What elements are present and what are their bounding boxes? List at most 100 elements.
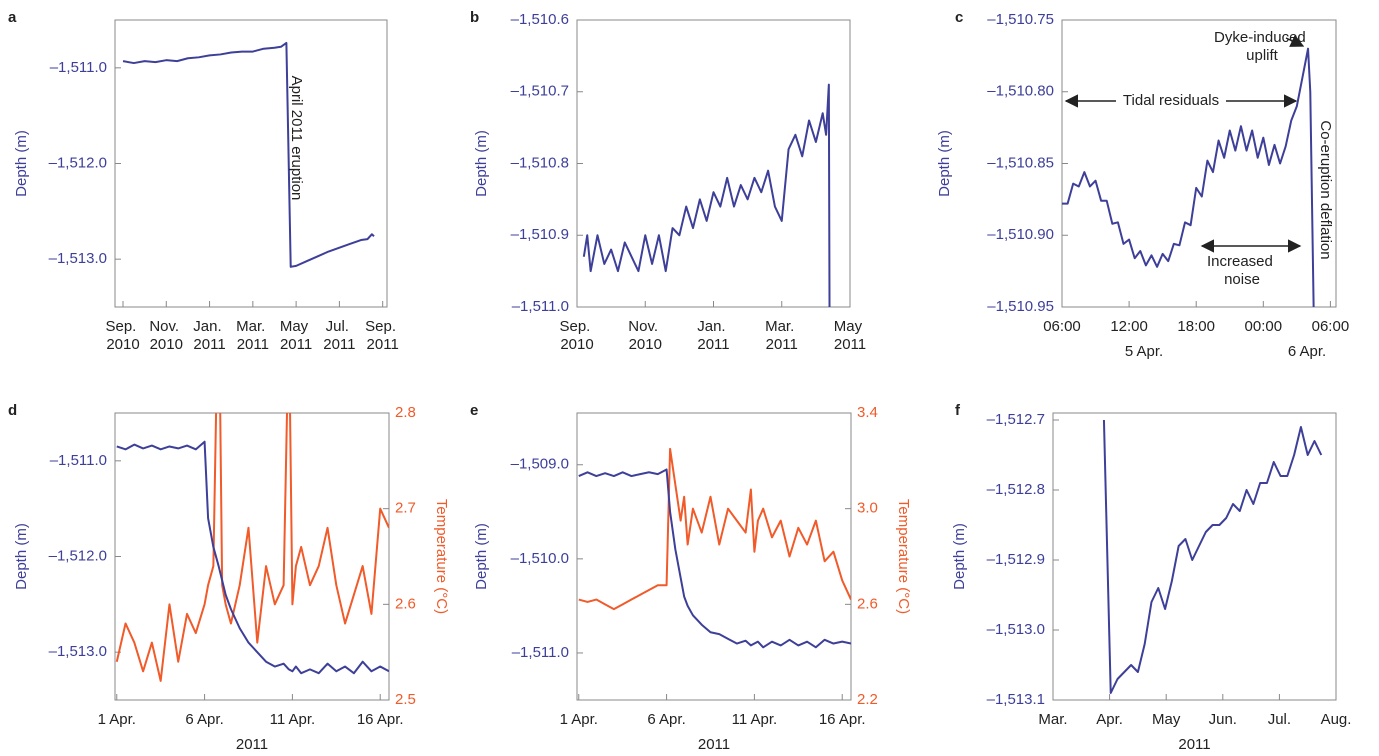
annotation: Co-eruption deflation xyxy=(1317,120,1334,259)
annotation: Increased noise xyxy=(1207,253,1277,288)
x-tick-label: 16 Apr. xyxy=(357,711,404,728)
data-line xyxy=(115,413,389,682)
panel: f –1,512.7 –1,512.8 –1,512.9 –1,513.0 –1,513.… xyxy=(951,402,1351,753)
x-tick-label: 6 Apr. xyxy=(647,711,685,728)
y-tick-label: –1,512.8 xyxy=(987,481,1045,498)
y2-tick-label: 3.0 xyxy=(857,500,878,517)
y-tick-label: –1,510.0 xyxy=(511,550,569,567)
panel-letter: f xyxy=(955,402,961,419)
x-tick-label: Jan. 2011 xyxy=(193,318,226,353)
panel-letter: a xyxy=(8,9,17,26)
y-tick-label: –1,511.0 xyxy=(512,298,569,315)
y-tick-label: –1,510.85 xyxy=(987,154,1054,171)
x-tick-label: Mar. 2011 xyxy=(765,318,798,353)
x-tick-label: Sep. 2010 xyxy=(559,318,594,353)
x-tick-label: Mar. xyxy=(1038,711,1067,728)
y2-tick-label: 2.8 xyxy=(395,404,416,421)
panel-letter: d xyxy=(8,402,17,419)
y-axis-title: Depth (m) xyxy=(13,130,30,197)
y-tick-label: –1,512.0 xyxy=(49,154,107,171)
plot-frame xyxy=(114,19,388,308)
panel: e –1,509.0 –1,510.0 –1,511.0 2.2 2.6 3.0 3.4 1 A… xyxy=(470,402,912,753)
x-tick-label: Jul. xyxy=(1268,711,1291,728)
y-tick-label: –1,510.75 xyxy=(987,11,1054,28)
x-tick-label: 1 Apr. xyxy=(98,711,136,728)
x-tick-label: Jan. 2011 xyxy=(697,318,730,353)
x-axis-title: 2011 xyxy=(698,736,730,753)
x-tick-label: Jun. xyxy=(1209,711,1237,728)
x-tick-label: 06:00 xyxy=(1043,318,1081,335)
y-tick-label: –1,511.0 xyxy=(512,644,569,661)
y-axis-title: Depth (m) xyxy=(473,523,490,590)
data-line xyxy=(578,447,851,611)
x-tick-label: Aug. xyxy=(1321,711,1352,728)
panel-letter: c xyxy=(955,9,963,26)
y2-axis-title: Temperature (°C) xyxy=(895,499,912,614)
y-tick-label: –1,513.0 xyxy=(49,643,107,660)
x-tick-label: 11 Apr. xyxy=(270,711,316,728)
y-tick-label: –1,510.7 xyxy=(511,83,569,100)
panel: b –1,510.6 –1,510.7 –1,510.8 –1,510.9 –1,511.… xyxy=(470,9,866,353)
plot-frame xyxy=(1061,19,1337,308)
x-tick-label: Sep. 2010 xyxy=(105,318,140,353)
annotation-arrows xyxy=(1064,34,1305,253)
x-tick-label: Sep. 2011 xyxy=(365,318,400,353)
x-tick-label: Nov. 2010 xyxy=(149,318,183,353)
panel: c –1,510.75 –1,510.80 –1,510.85 –1,510.90 –1,… xyxy=(936,9,1349,360)
x-axis-title: 2011 xyxy=(236,736,268,753)
y2-tick-label: 2.5 xyxy=(395,691,416,708)
y2-tick-label: 2.7 xyxy=(395,500,416,517)
x-tick-label: Apr. xyxy=(1096,711,1123,728)
y-axis-title: Depth (m) xyxy=(473,130,490,197)
y-axis-title: Depth (m) xyxy=(936,130,953,197)
annotation: Dyke-induced uplift xyxy=(1214,29,1310,64)
x-tick-label: Nov. 2010 xyxy=(628,318,662,353)
y-tick-label: –1,513.0 xyxy=(49,250,107,267)
x-date-label: 6 Apr. xyxy=(1288,343,1326,360)
y2-tick-label: 2.6 xyxy=(857,595,878,612)
data-line xyxy=(122,41,375,268)
y-tick-label: –1,510.9 xyxy=(511,226,569,243)
data-line xyxy=(578,468,851,649)
x-tick-label: 18:00 xyxy=(1177,318,1215,335)
panel-letter: b xyxy=(470,9,479,26)
x-tick-label: May 2011 xyxy=(834,318,867,353)
x-tick-label: 11 Apr. xyxy=(732,711,778,728)
y-tick-label: –1,509.0 xyxy=(511,456,569,473)
y2-tick-label: 2.6 xyxy=(395,595,416,612)
y2-tick-label: 2.2 xyxy=(857,691,878,708)
y-tick-label: –1,510.8 xyxy=(511,154,569,171)
y-tick-label: –1,512.7 xyxy=(987,411,1045,428)
x-date-label: 5 Apr. xyxy=(1125,343,1163,360)
x-tick-label: 12:00 xyxy=(1110,318,1148,335)
y-tick-label: –1,510.90 xyxy=(987,226,1054,243)
annotation: April 2011 eruption xyxy=(288,76,305,201)
y-tick-label: –1,511.0 xyxy=(50,59,107,76)
plot-frame xyxy=(576,412,852,701)
y-axis-title: Depth (m) xyxy=(13,523,30,590)
data-line xyxy=(1062,47,1315,307)
x-tick-label: 06:00 xyxy=(1312,318,1350,335)
x-tick-label: 6 Apr. xyxy=(185,711,223,728)
x-tick-label: Jul. 2011 xyxy=(323,318,355,353)
x-tick-label: 16 Apr. xyxy=(819,711,866,728)
y-tick-label: –1,512.9 xyxy=(987,551,1045,568)
y-tick-label: –1,510.6 xyxy=(511,11,569,28)
x-tick-label: 00:00 xyxy=(1245,318,1283,335)
x-tick-label: May xyxy=(1152,711,1181,728)
data-line xyxy=(1102,419,1323,694)
data-line xyxy=(582,83,831,307)
y-tick-label: –1,510.80 xyxy=(987,83,1054,100)
y-tick-label: –1,513.0 xyxy=(987,621,1045,638)
data-line xyxy=(116,440,389,675)
annotation: Tidal residuals xyxy=(1123,92,1219,109)
x-axis-title: 2011 xyxy=(1178,736,1210,753)
y-tick-label: –1,513.1 xyxy=(987,691,1045,708)
x-tick-label: May 2011 xyxy=(280,318,313,353)
y-axis-title: Depth (m) xyxy=(951,523,968,590)
panel: d –1,511.0 –1,512.0 –1,513.0 2.5 2.6 2.7 2.8 1 A… xyxy=(8,402,450,753)
y-tick-label: –1,511.0 xyxy=(50,452,107,469)
y-tick-label: –1,512.0 xyxy=(49,547,107,564)
y2-tick-label: 3.4 xyxy=(857,404,878,421)
